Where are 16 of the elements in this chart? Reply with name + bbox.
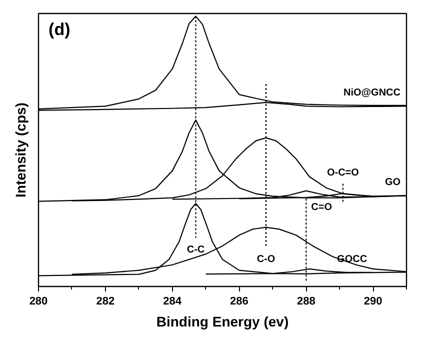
annotation: (d)	[48, 20, 70, 40]
x-tick-label: 282	[96, 296, 115, 308]
x-axis-title: Binding Energy (ev)	[156, 314, 289, 330]
x-tick-label: 284	[163, 296, 182, 308]
series-label: C-O	[256, 254, 276, 265]
series-label: GOCC	[337, 254, 368, 265]
x-tick-label: 288	[296, 296, 316, 308]
x-tick-label: 280	[29, 296, 48, 308]
series-label: C=O	[311, 202, 332, 214]
x-tick-label: 286	[230, 296, 248, 308]
series-label: C-C	[186, 244, 205, 256]
x-tick-label: 290	[364, 296, 382, 308]
series-label: GO	[384, 177, 401, 188]
y-axis-title: Intensity (cps)	[12, 102, 28, 198]
series-label: O-C=O	[326, 167, 360, 178]
series-label: NiO@GNCC	[344, 88, 401, 99]
